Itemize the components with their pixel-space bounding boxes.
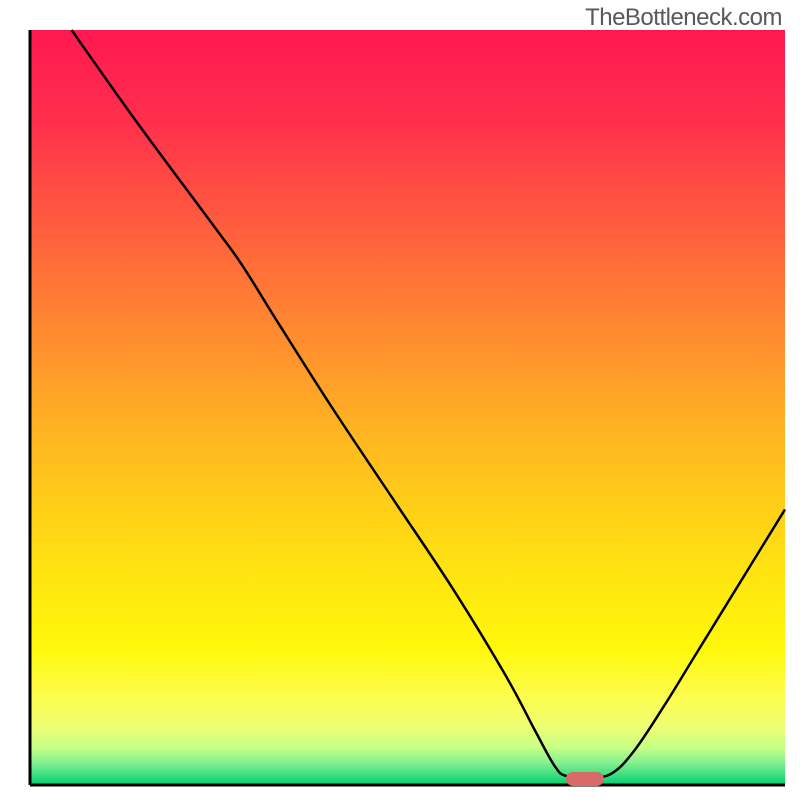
watermark-text: TheBottleneck.com [585, 4, 782, 32]
plot-background [30, 30, 785, 785]
chart-svg [0, 0, 800, 800]
bottleneck-chart: TheBottleneck.com [0, 0, 800, 800]
optimal-marker [566, 772, 604, 786]
